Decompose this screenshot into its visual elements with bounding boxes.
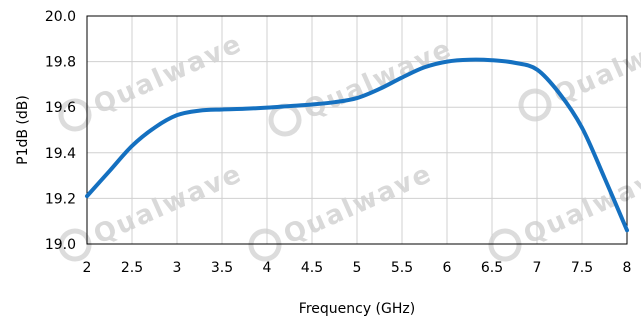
x-tick-label: 5 [353, 260, 362, 276]
x-tick-label: 3 [173, 260, 182, 276]
y-tick-label: 19.0 [45, 237, 76, 253]
watermark-layer: Qualwave Qualwave Qualwave Qualwave Qualwave… [58, 19, 641, 262]
x-tick-label: 4 [263, 260, 272, 276]
x-tick-label: 6.5 [481, 260, 503, 276]
qualwave-logo-icon [518, 88, 552, 122]
y-tick-label: 20.0 [45, 9, 76, 25]
x-tick-labels: 2 2.5 3 3.5 4 4.5 5 5.5 6 6.5 7 7.5 8 [83, 260, 632, 276]
watermark: Qualwave [58, 29, 247, 132]
x-tick-label: 4.5 [301, 260, 323, 276]
x-axis-title: Frequency (GHz) [299, 301, 415, 317]
x-tick-label: 3.5 [211, 260, 233, 276]
qualwave-logo-icon [58, 98, 92, 132]
series-line [85, 57, 629, 233]
grid-lines [86, 15, 628, 245]
x-tick-label: 5.5 [391, 260, 413, 276]
x-tick-label: 6 [443, 260, 452, 276]
watermark: Qualwave [248, 159, 437, 262]
watermark-text: Qualwave [89, 159, 247, 251]
watermark: Qualwave [58, 159, 247, 262]
watermark: Qualwave [268, 34, 457, 137]
x-tick-label: 7 [533, 260, 542, 276]
qualwave-logo-icon [488, 228, 522, 262]
qualwave-logo-icon [58, 228, 92, 262]
x-tick-label: 7.5 [571, 260, 593, 276]
y-tick-label: 19.8 [45, 55, 76, 71]
y-tick-label: 19.4 [45, 146, 76, 162]
x-tick-label: 8 [623, 260, 632, 276]
y-axis-title: P1dB (dB) [15, 95, 31, 165]
watermark: Qualwave [518, 19, 641, 122]
watermark-text: Qualwave [279, 159, 437, 251]
y-tick-label: 19.6 [45, 100, 76, 116]
y-tick-label: 19.2 [45, 191, 76, 207]
plot-frame [86, 15, 628, 245]
x-tick-label: 2 [83, 260, 92, 276]
x-tick-label: 2.5 [121, 260, 143, 276]
qualwave-logo-icon [248, 228, 282, 262]
watermark-text: Qualwave [519, 159, 641, 251]
y-tick-labels: 19.0 19.2 19.4 19.6 19.8 20.0 [45, 9, 76, 253]
watermark-text: Qualwave [299, 34, 457, 126]
